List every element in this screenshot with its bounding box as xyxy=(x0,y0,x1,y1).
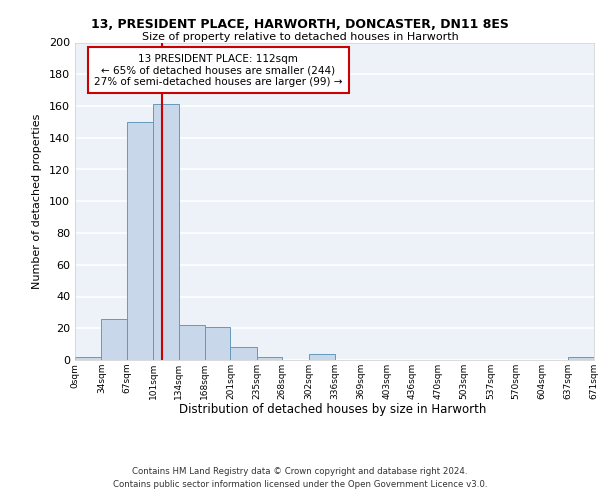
Y-axis label: Number of detached properties: Number of detached properties xyxy=(32,114,42,289)
Bar xyxy=(153,104,179,360)
Text: Contains HM Land Registry data © Crown copyright and database right 2024.: Contains HM Land Registry data © Crown c… xyxy=(132,467,468,476)
Bar xyxy=(568,357,594,360)
Bar xyxy=(308,354,335,360)
Bar xyxy=(257,357,282,360)
Text: 13 PRESIDENT PLACE: 112sqm
← 65% of detached houses are smaller (244)
27% of sem: 13 PRESIDENT PLACE: 112sqm ← 65% of deta… xyxy=(94,54,343,87)
Bar xyxy=(179,325,205,360)
Text: Contains public sector information licensed under the Open Government Licence v3: Contains public sector information licen… xyxy=(113,480,487,489)
Bar xyxy=(75,357,101,360)
Text: Size of property relative to detached houses in Harworth: Size of property relative to detached ho… xyxy=(142,32,458,42)
Text: Distribution of detached houses by size in Harworth: Distribution of detached houses by size … xyxy=(179,402,487,415)
Text: 13, PRESIDENT PLACE, HARWORTH, DONCASTER, DN11 8ES: 13, PRESIDENT PLACE, HARWORTH, DONCASTER… xyxy=(91,18,509,30)
Bar xyxy=(101,318,127,360)
Bar xyxy=(205,326,230,360)
Bar xyxy=(127,122,153,360)
Bar xyxy=(230,348,257,360)
